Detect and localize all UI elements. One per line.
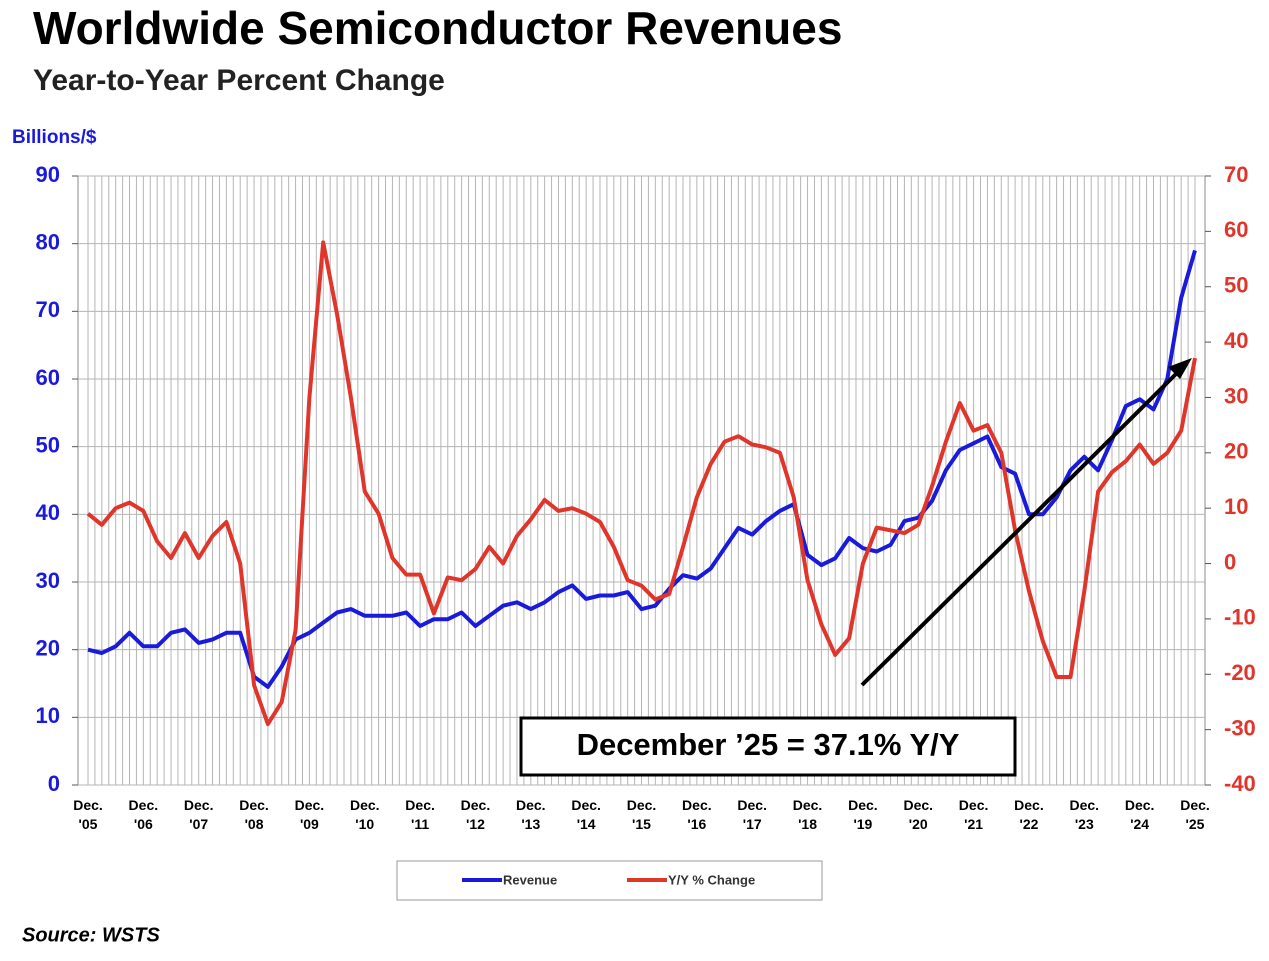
x-tick-label: Dec. '05 [73, 797, 103, 832]
y2-tick-label: 50 [1224, 273, 1248, 298]
grid [78, 175, 1205, 786]
y-tick-label: 10 [36, 703, 60, 728]
legend-label: Revenue [503, 872, 557, 887]
x-tick-label: Dec. '08 [239, 797, 269, 832]
y2-tick-label: 20 [1224, 439, 1248, 464]
x-tick-label: Dec. '24 [1125, 797, 1155, 832]
chart-title: Worldwide Semiconductor Revenues [33, 2, 842, 54]
y-tick-label: 40 [36, 500, 60, 525]
arrow-head [1168, 358, 1192, 379]
series-line [86, 240, 1197, 727]
series-line [87, 249, 1197, 689]
x-tick-label: Dec. '06 [129, 797, 159, 832]
x-tick-label: Dec. '22 [1014, 797, 1044, 832]
y2-tick-label: -40 [1224, 771, 1256, 796]
x-tick-label: Dec. '14 [571, 797, 601, 832]
y-tick-label: 20 [36, 635, 60, 660]
y-tick-label: 90 [36, 162, 60, 187]
y2-tick-label: -30 [1224, 715, 1256, 740]
y-axis-label: Billions/$ [12, 127, 97, 148]
y-tick-label: 0 [48, 771, 60, 796]
legend [396, 860, 823, 901]
y2-tick-label: 30 [1224, 383, 1248, 408]
y-tick-label: 60 [36, 365, 60, 390]
annotation-box [519, 716, 1017, 777]
x-tick-label: Dec. '19 [848, 797, 878, 832]
y2-tick-label: 10 [1224, 494, 1248, 519]
lines [86, 240, 1197, 727]
x-tick-label: Dec. '07 [184, 797, 214, 832]
x-tick-label: Dec. '16 [682, 797, 712, 832]
y2-tick-label: 70 [1224, 162, 1248, 187]
x-tick-label: Dec. '20 [903, 797, 933, 832]
y-tick-label: 50 [36, 432, 60, 457]
y-tick-label: 70 [36, 297, 60, 322]
chart-subtitle: Year-to-Year Percent Change [33, 64, 445, 97]
x-tick-label: Dec. '10 [350, 797, 380, 832]
source: Source: WSTS [22, 924, 160, 946]
y2-tick-label: 40 [1224, 328, 1248, 353]
y-tick-label: 80 [36, 229, 60, 254]
annotation: December ’25 = 37.1% Y/Y [577, 727, 960, 762]
x-tick-label: Dec. '11 [405, 797, 435, 832]
x-tick-label: Dec. '25 [1180, 797, 1210, 832]
y2-tick-label: 60 [1224, 217, 1248, 242]
x-tick-label: Dec. '18 [793, 797, 823, 832]
x-tick-label: Dec. '12 [461, 797, 491, 832]
y2-tick-label: 0 [1224, 549, 1236, 574]
x-tick-label: Dec. '21 [959, 797, 989, 832]
x-tick-label: Dec. '23 [1070, 797, 1100, 832]
y2-tick-label: -20 [1224, 660, 1256, 685]
x-tick-label: Dec. '09 [295, 797, 325, 832]
x-tick-label: Dec. '17 [737, 797, 767, 832]
x-tick-label: Dec. '15 [627, 797, 657, 832]
y2-tick-label: -10 [1224, 605, 1256, 630]
y-tick-label: 30 [36, 568, 60, 593]
trend-arrow [860, 368, 1182, 687]
legend-items: Revenue Y/Y % Change [462, 872, 755, 887]
x-tick-label: Dec. '13 [516, 797, 546, 832]
legend-label: Y/Y % Change [668, 872, 755, 887]
